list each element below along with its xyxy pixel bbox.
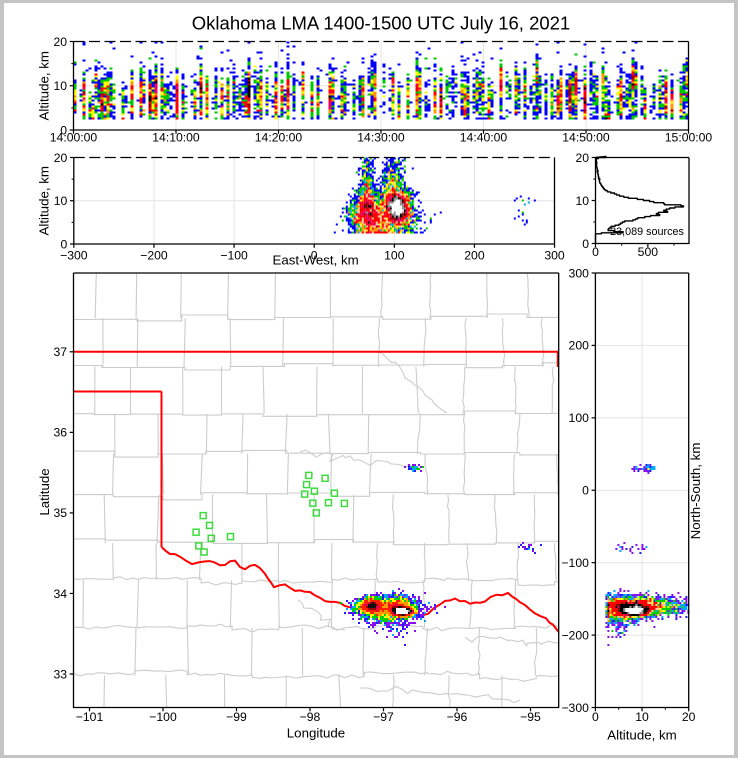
svg-text:14:30:00: 14:30:00 [357, 131, 405, 145]
svg-text:North-South, km: North-South, km [688, 443, 703, 540]
svg-text:East-West, km: East-West, km [272, 253, 358, 268]
svg-text:Oklahoma LMA 1400-1500 UTC Jul: Oklahoma LMA 1400-1500 UTC July 16, 2021 [192, 13, 570, 34]
svg-text:14:40:00: 14:40:00 [460, 131, 508, 145]
svg-text:20: 20 [54, 151, 68, 165]
svg-text:−96: −96 [447, 710, 468, 724]
svg-text:−100: −100 [149, 710, 177, 724]
svg-text:−97: −97 [373, 710, 394, 724]
svg-text:100: 100 [569, 411, 590, 425]
svg-text:15:00:00: 15:00:00 [665, 131, 713, 145]
svg-text:−95: −95 [520, 710, 541, 724]
svg-text:200: 200 [464, 249, 485, 263]
svg-text:23,089 sources: 23,089 sources [610, 226, 684, 238]
svg-text:300: 300 [569, 266, 590, 280]
svg-text:−100: −100 [561, 556, 589, 570]
svg-text:0: 0 [311, 249, 318, 263]
svg-text:−200: −200 [140, 249, 168, 263]
svg-text:−200: −200 [561, 628, 589, 642]
svg-text:0: 0 [61, 237, 68, 251]
svg-text:20: 20 [682, 710, 696, 724]
svg-text:10: 10 [635, 710, 649, 724]
svg-text:−100: −100 [220, 249, 248, 263]
svg-text:Latitude: Latitude [37, 468, 52, 515]
svg-text:Altitude, km: Altitude, km [37, 51, 52, 120]
svg-text:14:00:00: 14:00:00 [50, 131, 98, 145]
svg-text:10: 10 [53, 79, 67, 93]
svg-text:Longitude: Longitude [287, 726, 345, 741]
svg-text:20: 20 [575, 151, 589, 165]
svg-text:10: 10 [54, 194, 68, 208]
svg-text:−300: −300 [561, 701, 589, 715]
svg-text:0: 0 [60, 123, 67, 137]
svg-text:100: 100 [384, 249, 405, 263]
svg-text:−99: −99 [226, 710, 247, 724]
svg-text:34: 34 [53, 587, 67, 601]
svg-text:37: 37 [53, 345, 67, 359]
svg-text:−300: −300 [60, 249, 88, 263]
svg-text:33: 33 [53, 667, 67, 681]
svg-text:35: 35 [53, 506, 67, 520]
svg-text:14:10:00: 14:10:00 [152, 131, 200, 145]
svg-text:0: 0 [592, 245, 599, 259]
svg-text:−101: −101 [76, 710, 104, 724]
svg-text:Altitude, km: Altitude, km [37, 166, 52, 235]
svg-text:−98: −98 [300, 710, 321, 724]
svg-text:36: 36 [53, 426, 67, 440]
svg-text:500: 500 [638, 245, 659, 259]
svg-text:Altitude, km: Altitude, km [607, 728, 676, 743]
svg-text:10: 10 [575, 194, 589, 208]
svg-text:0: 0 [592, 710, 599, 724]
svg-text:14:20:00: 14:20:00 [255, 131, 303, 145]
svg-text:300: 300 [544, 249, 565, 263]
svg-text:14:50:00: 14:50:00 [562, 131, 610, 145]
svg-text:0: 0 [582, 237, 589, 251]
svg-text:0: 0 [582, 484, 589, 498]
svg-text:200: 200 [569, 339, 590, 353]
svg-text:20: 20 [53, 35, 67, 49]
